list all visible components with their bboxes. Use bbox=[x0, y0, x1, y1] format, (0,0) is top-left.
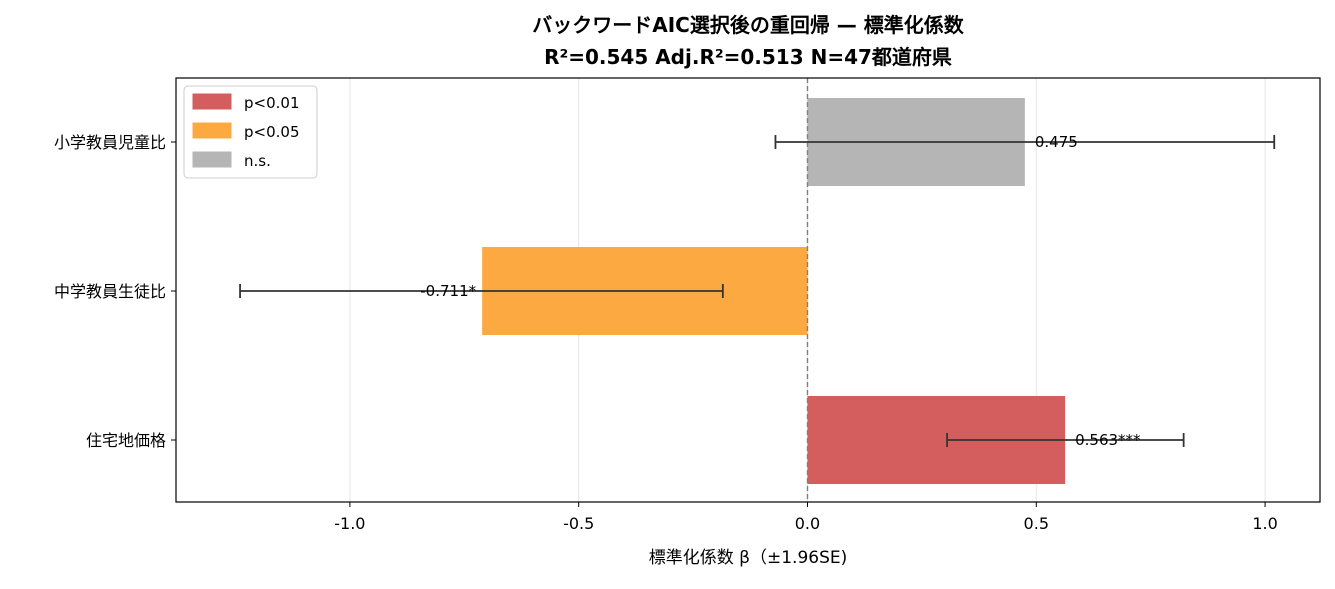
x-axis-label: 標準化係数 β（±1.96SE) bbox=[649, 548, 848, 568]
legend-label: p<0.01 bbox=[244, 94, 300, 112]
x-tick-label: 0.0 bbox=[795, 514, 820, 533]
legend: p<0.01 p<0.05 n.s. bbox=[183, 85, 318, 179]
value-label: 0.563*** bbox=[1075, 431, 1141, 449]
legend-swatch bbox=[192, 151, 232, 168]
value-label-layer: 0.475 -0.711* 0.563*** bbox=[420, 133, 1141, 449]
y-tick-label: 小学教員児童比 bbox=[54, 133, 166, 152]
legend-entries: p<0.01 p<0.05 n.s. bbox=[192, 93, 300, 170]
y-tick-label: 住宅地価格 bbox=[86, 431, 166, 450]
x-tick-label: 1.0 bbox=[1252, 514, 1277, 533]
x-axis: -1.0 -0.5 0.0 0.5 1.0 bbox=[334, 502, 1278, 533]
legend-label: p<0.05 bbox=[244, 123, 300, 141]
legend-swatch bbox=[192, 93, 232, 110]
value-label: 0.475 bbox=[1035, 133, 1078, 151]
x-tick-label: -1.0 bbox=[334, 514, 365, 533]
x-tick-label: 0.5 bbox=[1024, 514, 1049, 533]
chart-title: バックワードAIC選択後の重回帰 — 標準化係数 bbox=[532, 13, 965, 37]
legend-label: n.s. bbox=[244, 152, 271, 170]
y-tick-label: 中学教員生徒比 bbox=[54, 282, 166, 301]
value-label: -0.711* bbox=[420, 282, 476, 300]
x-tick-label: -0.5 bbox=[563, 514, 594, 533]
errorbar-layer bbox=[239, 135, 1276, 447]
plot-frame bbox=[175, 77, 1321, 503]
legend-swatch bbox=[192, 122, 232, 139]
chart-subtitle: R²=0.545 Adj.R²=0.513 N=47都道府県 bbox=[544, 45, 952, 69]
